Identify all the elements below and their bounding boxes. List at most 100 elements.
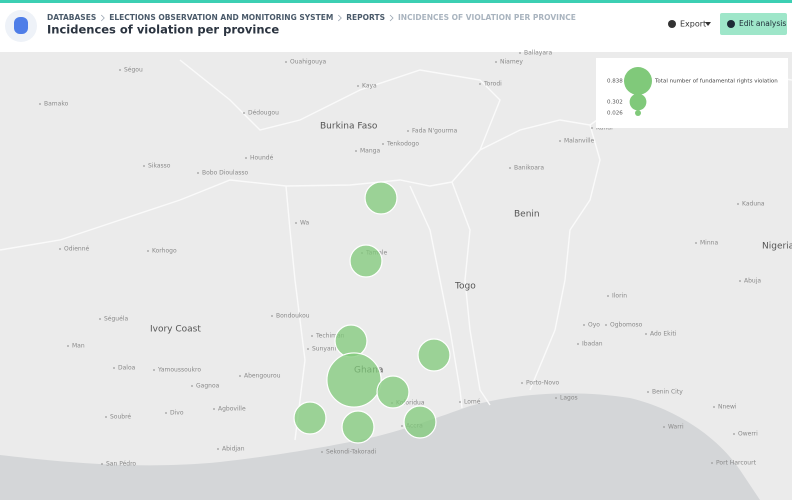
place-label: Houndé xyxy=(250,155,274,162)
country-label: Togo xyxy=(454,282,476,292)
place-label: Fada N'gourma xyxy=(412,128,458,135)
place-dot xyxy=(245,157,247,159)
place-label: Manga xyxy=(360,148,380,155)
place-dot xyxy=(105,416,107,418)
header xyxy=(0,0,792,52)
place-dot xyxy=(243,112,245,114)
place-dot xyxy=(165,412,167,414)
top-accent xyxy=(0,0,792,3)
place-dot xyxy=(645,333,647,335)
place-label: Odienné xyxy=(64,246,89,253)
country-label: Ivory Coast xyxy=(150,325,201,335)
place-label: Agboville xyxy=(218,406,246,413)
place-label: Sikasso xyxy=(148,163,171,170)
bubble xyxy=(293,401,327,435)
place-dot xyxy=(197,172,199,174)
place-label: Divo xyxy=(170,410,184,417)
place-dot xyxy=(307,348,309,350)
breadcrumb-item[interactable]: REPORTS xyxy=(346,13,385,22)
place-dot xyxy=(739,280,741,282)
place-dot xyxy=(591,127,593,129)
bubble xyxy=(417,338,451,372)
place-label: Lagos xyxy=(560,395,578,402)
place-dot xyxy=(555,397,557,399)
place-label: Minna xyxy=(700,240,718,247)
place-dot xyxy=(143,165,145,167)
place-label: Abidjan xyxy=(222,446,245,453)
place-dot xyxy=(459,401,461,403)
export-label[interactable]: Export xyxy=(680,20,706,29)
place-label: Oyo xyxy=(588,322,600,329)
breadcrumb-item[interactable]: DATABASES xyxy=(47,13,96,22)
legend-items: 0.838 0.302 0.026 xyxy=(607,67,652,117)
place-label: Techiman xyxy=(315,333,345,340)
place-dot xyxy=(519,52,521,54)
place-label: Gagnoa xyxy=(196,383,220,390)
place-label: Owerri xyxy=(738,431,758,438)
place-dot xyxy=(239,375,241,377)
place-label: Bamako xyxy=(44,101,69,108)
place-label: Wa xyxy=(300,220,310,227)
place-label: Banikoara xyxy=(514,165,544,172)
place-dot xyxy=(101,463,103,465)
breadcrumb-item[interactable]: ELECTIONS OBSERVATION AND MONITORING SYS… xyxy=(109,13,333,22)
place-dot xyxy=(147,250,149,252)
bubble xyxy=(341,410,375,444)
legend-value: 0.302 xyxy=(607,100,623,106)
place-dot xyxy=(285,61,287,63)
place-label: Koforidua xyxy=(396,400,425,407)
page-title: Incidences of violation per province xyxy=(47,23,279,37)
breadcrumb-separator xyxy=(100,14,105,22)
legend-title: Total number of fundamental rights viola… xyxy=(654,79,778,85)
place-label: Séguéla xyxy=(104,316,128,323)
place-dot xyxy=(733,433,735,435)
place-dot xyxy=(321,451,323,453)
place-label: Warri xyxy=(668,424,684,431)
place-dot xyxy=(99,318,101,320)
breadcrumb-separator xyxy=(337,14,342,22)
place-dot xyxy=(583,324,585,326)
place-label: Bobo Dioulasso xyxy=(202,170,249,177)
place-dot xyxy=(495,61,497,63)
db-icon xyxy=(14,17,28,34)
place-dot xyxy=(605,324,607,326)
place-label: Ogbomoso xyxy=(610,322,643,329)
place-dot xyxy=(577,343,579,345)
edit-analysis-button[interactable] xyxy=(720,13,787,35)
borders xyxy=(0,59,792,441)
place-dot xyxy=(113,367,115,369)
place-label: Lomé xyxy=(464,399,481,406)
place-label: Dédougou xyxy=(248,110,279,117)
bubble xyxy=(364,181,398,215)
place-dot xyxy=(59,248,61,250)
place-dot xyxy=(213,408,215,410)
place-label: Abuja xyxy=(744,278,761,285)
place-dot xyxy=(401,425,403,427)
place-dot xyxy=(559,140,561,142)
place-dot xyxy=(713,406,715,408)
country-label: Benin xyxy=(514,210,540,220)
bubble xyxy=(326,352,382,408)
place-label: Ouahigouya xyxy=(290,59,327,66)
legend-bubble xyxy=(624,67,652,95)
place-dot xyxy=(737,203,739,205)
place-dot xyxy=(711,462,713,464)
bubble xyxy=(376,375,410,409)
place-dot xyxy=(295,222,297,224)
place-label: Ballayara xyxy=(524,50,552,57)
place-label: San Pédro xyxy=(106,461,136,468)
place-dot xyxy=(119,69,121,71)
place-dot xyxy=(407,130,409,132)
place-dot xyxy=(607,295,609,297)
place-label: Bondoukou xyxy=(276,313,310,320)
export-button[interactable]: Export xyxy=(668,20,711,29)
place-dot xyxy=(67,345,69,347)
country-label: Nigeria xyxy=(762,242,792,252)
breadcrumb-separator xyxy=(389,14,394,22)
edit-analysis-label[interactable]: Edit analysis xyxy=(739,19,786,28)
place-dot xyxy=(153,369,155,371)
place-label: Nnewi xyxy=(718,404,737,411)
legend-value: 0.026 xyxy=(607,111,623,117)
place-label: Sunyani xyxy=(312,346,336,353)
place-dot xyxy=(191,385,193,387)
